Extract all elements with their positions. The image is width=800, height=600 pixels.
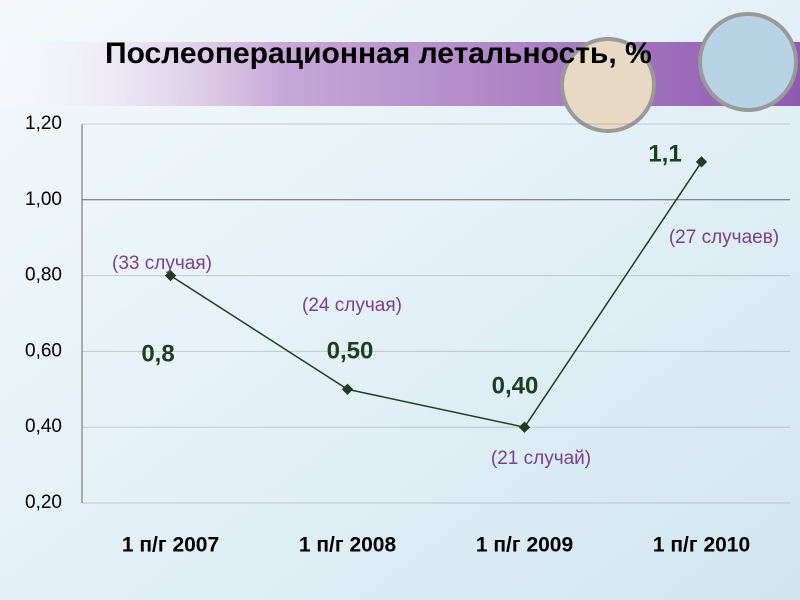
marker [518, 421, 531, 433]
data-label: 1,1 [648, 140, 681, 167]
annotation: (24 случая) [302, 295, 402, 316]
data-label: 0,40 [492, 372, 539, 399]
annotation: (27 случаев) [669, 227, 779, 248]
y-tick-label: 0,80 [25, 265, 62, 286]
line [170, 161, 703, 429]
photo-circle [698, 12, 798, 112]
photo-circle [560, 37, 656, 133]
data-label: 0,50 [327, 337, 374, 364]
x-tick-label: 1 п/г 2010 [653, 534, 750, 557]
title-band [0, 42, 800, 106]
marker [164, 269, 177, 282]
x-tick-label: 1 п/г 2009 [476, 534, 573, 557]
y-tick-label: 0,60 [25, 340, 62, 361]
annotation: (21 случай) [491, 448, 591, 469]
marker [341, 383, 354, 395]
chart-title: Послеоперационная летальность, % [105, 37, 652, 70]
y-tick-label: 0,20 [25, 492, 62, 513]
data-label: 0,8 [141, 340, 174, 367]
marker [695, 156, 708, 168]
x-tick-label: 1 п/г 2008 [299, 534, 397, 557]
y-tick-label: 1,00 [25, 189, 62, 210]
annotation: (33 случая) [112, 253, 212, 274]
x-tick-label: 1 п/г 2007 [122, 534, 219, 557]
y-tick-label: 1,20 [25, 113, 62, 134]
y-tick-label: 0,40 [25, 416, 62, 437]
